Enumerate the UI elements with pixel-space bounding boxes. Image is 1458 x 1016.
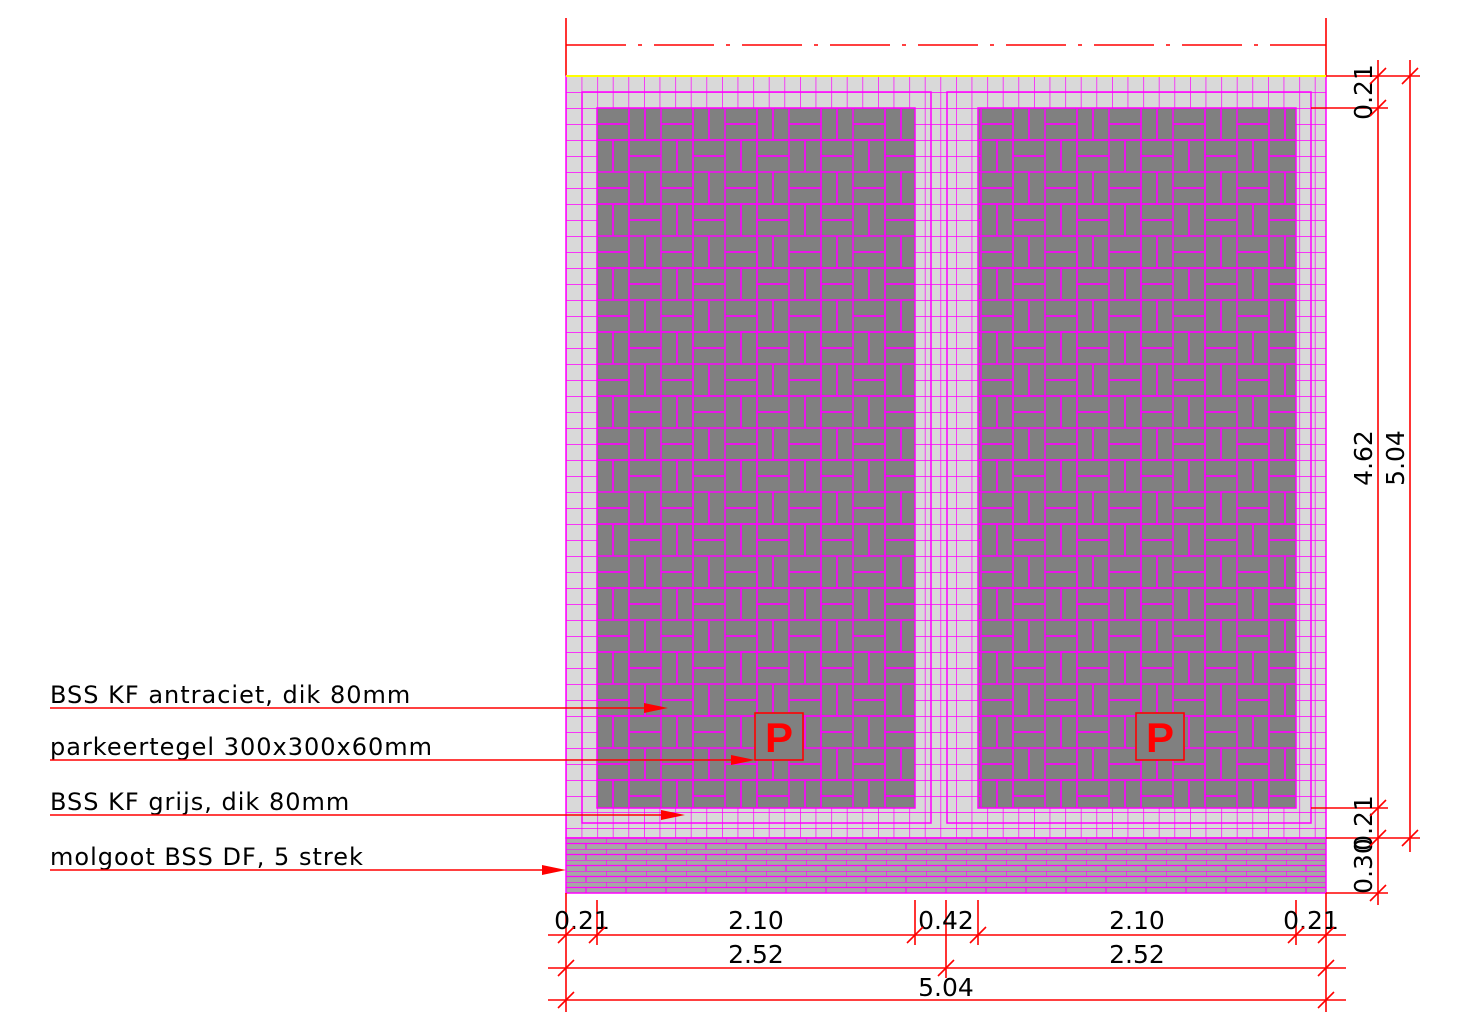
dim-text: 0.42 bbox=[918, 906, 974, 935]
dim-tick bbox=[1287, 926, 1305, 944]
dim-tick bbox=[1369, 67, 1387, 85]
dim-tick bbox=[1317, 991, 1335, 1009]
dim-tick bbox=[1369, 884, 1387, 902]
dim-tick bbox=[1401, 829, 1419, 847]
dim-text: 2.10 bbox=[728, 906, 784, 935]
dim-text: 0.21 bbox=[1283, 906, 1339, 935]
dim-tick bbox=[1317, 926, 1335, 944]
parking-sign: P bbox=[1135, 712, 1185, 761]
dim-tick bbox=[1317, 959, 1335, 977]
dim-text: 5.04 bbox=[918, 973, 974, 1002]
material-label: parkeertegel 300x300x60mm bbox=[50, 733, 433, 761]
dim-tick bbox=[588, 926, 606, 944]
dim-tick bbox=[969, 926, 987, 944]
dimensions: 0.21 2.10 0.42 2.10 0.21 2.52 2.52 5.04 … bbox=[548, 60, 1420, 1012]
dim-text: 2.52 bbox=[1109, 940, 1165, 969]
dim-text: 2.52 bbox=[728, 940, 784, 969]
dim-tick bbox=[1369, 829, 1387, 847]
dim-tick bbox=[557, 991, 575, 1009]
dim-tick bbox=[1401, 67, 1419, 85]
top-reference bbox=[565, 18, 1327, 76]
dim-text: 0.30 bbox=[1349, 838, 1378, 894]
sign-text: P bbox=[1146, 714, 1174, 761]
material-label: BSS KF grijs, dik 80mm bbox=[50, 788, 350, 816]
legend-leaders: BSS KF antraciet, dik 80mm parkeertegel … bbox=[50, 681, 755, 875]
sign-text: P bbox=[765, 714, 793, 761]
dim-text: 0.21 bbox=[1349, 64, 1378, 120]
dim-text: 5.04 bbox=[1381, 430, 1410, 486]
material-label: molgoot BSS DF, 5 strek bbox=[50, 843, 364, 871]
dim-tick bbox=[906, 926, 924, 944]
paving bbox=[565, 75, 1327, 894]
dim-tick bbox=[557, 926, 575, 944]
dim-tick bbox=[1369, 99, 1387, 117]
dim-text: 4.62 bbox=[1349, 430, 1378, 486]
material-label: BSS KF antraciet, dik 80mm bbox=[50, 681, 411, 709]
dim-text: 0.21 bbox=[1349, 795, 1378, 851]
dim-tick bbox=[557, 959, 575, 977]
dim-text: 2.10 bbox=[1109, 906, 1165, 935]
dim-text: 0.21 bbox=[554, 906, 610, 935]
parking-sign: P bbox=[754, 712, 804, 761]
dim-tick bbox=[937, 959, 955, 977]
dim-tick bbox=[1369, 799, 1387, 817]
